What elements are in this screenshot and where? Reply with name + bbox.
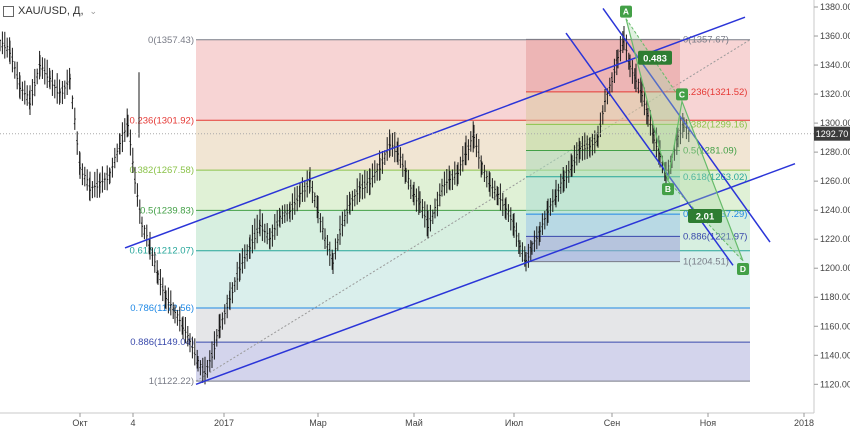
price-tick-label: 1360.00 bbox=[820, 31, 850, 41]
fib2-level-label: 0.382(1299.16) bbox=[683, 119, 747, 130]
fib2-zone bbox=[526, 214, 680, 237]
desc-channel-upper-line[interactable] bbox=[602, 8, 771, 243]
price-tick-label: 1240.00 bbox=[820, 205, 850, 215]
time-tick-label: Окт bbox=[72, 418, 87, 428]
fib-level-label: 0.236(1301.92) bbox=[130, 115, 194, 126]
current-price-tag bbox=[814, 126, 850, 141]
abcd-ratio-label: 0.483 bbox=[643, 53, 667, 64]
chart-square-icon[interactable] bbox=[3, 5, 14, 17]
fib-level-label: 0.5(1239.83) bbox=[140, 205, 194, 216]
symbol-label[interactable]: XAU/USD, Д, bbox=[18, 5, 84, 17]
fib-level-label: 0(1357.43) bbox=[148, 35, 194, 46]
abcd-ratio-label: 2.01 bbox=[696, 211, 715, 222]
price-tick-label: 1200.00 bbox=[820, 263, 850, 273]
price-tick-label: 1280.00 bbox=[820, 147, 850, 157]
time-tick-label: Май bbox=[405, 418, 423, 428]
channel-lower-line[interactable] bbox=[195, 163, 796, 386]
abcd-point-label: C bbox=[679, 89, 685, 99]
time-tick-label: Мар bbox=[309, 418, 327, 428]
fib-level-label: 1(1122.22) bbox=[149, 376, 194, 387]
abcd-point-badge[interactable] bbox=[662, 183, 674, 196]
abcd-point-label: A bbox=[623, 7, 629, 17]
abcd-point-badge[interactable] bbox=[676, 88, 688, 101]
fib-zone bbox=[196, 308, 750, 343]
time-tick-label: Июл bbox=[505, 418, 523, 428]
time-axis: Окт 4 2017 Мар Май Июл Сен Ноя 2018 bbox=[72, 413, 814, 428]
chevron-down-icon[interactable]: ⌄ bbox=[89, 5, 98, 16]
abcd-ac-line bbox=[625, 18, 683, 102]
price-tick-label: 1340.00 bbox=[820, 60, 850, 70]
fib2-level-label: 0.618(1263.02) bbox=[683, 172, 747, 183]
current-price-label: 1292.70 bbox=[816, 129, 849, 139]
abcd-triangle-bcd bbox=[668, 101, 743, 261]
abcd-path bbox=[625, 18, 744, 262]
price-tick-label: 1380.00 bbox=[820, 2, 850, 12]
fib2-level-label: 0.886(1221.97) bbox=[683, 231, 747, 242]
fib-trend-line bbox=[195, 39, 751, 382]
fib2-zone bbox=[526, 39, 680, 92]
abcd-pattern[interactable]: 0.483 2.01 A B C D bbox=[620, 5, 749, 275]
fib2-level-label: 1(1204.51) bbox=[683, 257, 729, 268]
fib2-level-label: 0.5(1281.09) bbox=[683, 146, 737, 157]
price-tick-label: 1320.00 bbox=[820, 89, 850, 99]
time-tick-label: 4 bbox=[130, 418, 135, 428]
fib-level-label: 0.382(1267.58) bbox=[130, 165, 194, 176]
fib-zone bbox=[196, 342, 750, 382]
fib2-level-label: 0(1357.67) bbox=[683, 34, 729, 45]
price-tick-label: 1140.00 bbox=[820, 350, 850, 360]
abcd-point-badge[interactable] bbox=[737, 262, 749, 275]
fib-level-label: 0.886(1149.04) bbox=[130, 337, 194, 348]
descending-channel[interactable] bbox=[565, 8, 771, 266]
price-tick-label: 1300.00 bbox=[820, 118, 850, 128]
desc-channel-lower-line[interactable] bbox=[565, 32, 734, 266]
fib2-zone bbox=[526, 176, 680, 215]
fib2-zone bbox=[526, 236, 680, 262]
time-tick-label: Сен bbox=[604, 418, 621, 428]
time-tick-label: Ноя bbox=[700, 418, 717, 428]
time-tick-label: 2018 bbox=[794, 418, 814, 428]
fib2-level-label: 0.236(1321.52) bbox=[683, 87, 747, 98]
price-tick-label: 1160.00 bbox=[820, 321, 850, 331]
price-tick-label: 1180.00 bbox=[820, 292, 850, 302]
abcd-point-label: B bbox=[665, 184, 671, 194]
abcd-ratio-box bbox=[638, 50, 672, 65]
abcd-bd-line bbox=[667, 180, 744, 262]
fib-level-label: 0.786(1172.56) bbox=[130, 303, 194, 314]
price-axis: 1120.00 1140.00 1160.00 1180.00 1200.00 1220.… bbox=[814, 2, 850, 389]
price-tick-label: 1220.00 bbox=[820, 234, 850, 244]
fib-level-label: 0.618(1212.07) bbox=[130, 246, 194, 257]
time-tick-label: 2017 bbox=[214, 418, 234, 428]
price-tick-label: 1120.00 bbox=[820, 379, 850, 389]
abcd-point-label: D bbox=[740, 264, 746, 274]
price-tick-label: 1260.00 bbox=[820, 176, 850, 186]
abcd-ratio-box bbox=[688, 208, 722, 223]
chart-header: XAU/USD, Д, ⌄ bbox=[0, 0, 97, 22]
abcd-point-badge[interactable] bbox=[620, 5, 632, 18]
